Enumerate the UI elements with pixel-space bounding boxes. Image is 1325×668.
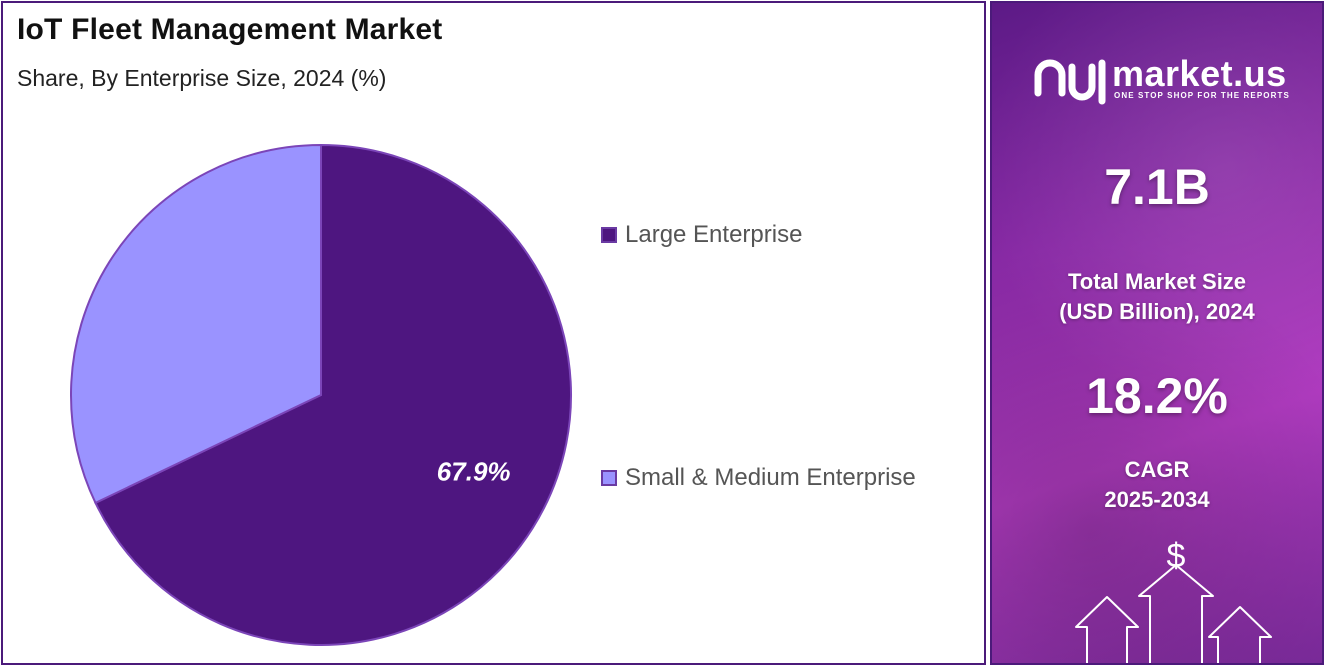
legend-item: Large Enterprise <box>601 221 802 249</box>
cagr-value: 18.2% <box>1086 368 1228 424</box>
legend-item: Small & Medium Enterprise <box>601 464 916 492</box>
market-size-label-line2: (USD Billion), 2024 <box>1059 299 1255 324</box>
chart-title: IoT Fleet Management Market <box>17 13 443 46</box>
brand-logo: market.us ONE STOP SHOP FOR THE REPORTS <box>1032 53 1312 113</box>
legend-label: Large Enterprise <box>625 221 803 248</box>
pie-chart: 67.9% <box>70 143 572 646</box>
pie-slice-small-medium-enterprise <box>70 143 322 505</box>
chart-subtitle: Share, By Enterprise Size, 2024 (%) <box>17 65 387 91</box>
market-size-label-line1: Total Market Size <box>1067 269 1247 294</box>
brand-tagline: ONE STOP SHOP FOR THE REPORTS <box>1114 91 1290 100</box>
dollar-sign: $ <box>1167 537 1186 575</box>
legend-swatch <box>601 227 617 243</box>
market-size-value: 7.1B <box>1104 159 1210 215</box>
data-label: 67.9% <box>437 456 511 486</box>
cagr-label-line1: CAGR <box>1124 457 1190 482</box>
summary-panel: market.us ONE STOP SHOP FOR THE REPORTS … <box>990 1 1324 665</box>
pie-slice-large-enterprise <box>94 143 572 646</box>
growth-arrows-icon: $ <box>1075 537 1272 663</box>
legend-label: Small & Medium Enterprise <box>625 464 916 491</box>
chart-panel: IoT Fleet Management Market Share, By En… <box>1 1 986 665</box>
brand-name: market.us <box>1112 53 1287 94</box>
brand-logo-icon <box>1034 59 1106 105</box>
legend-swatch <box>601 470 617 486</box>
background-overlay <box>992 3 1322 663</box>
cagr-label-line2: 2025-2034 <box>1104 487 1210 512</box>
